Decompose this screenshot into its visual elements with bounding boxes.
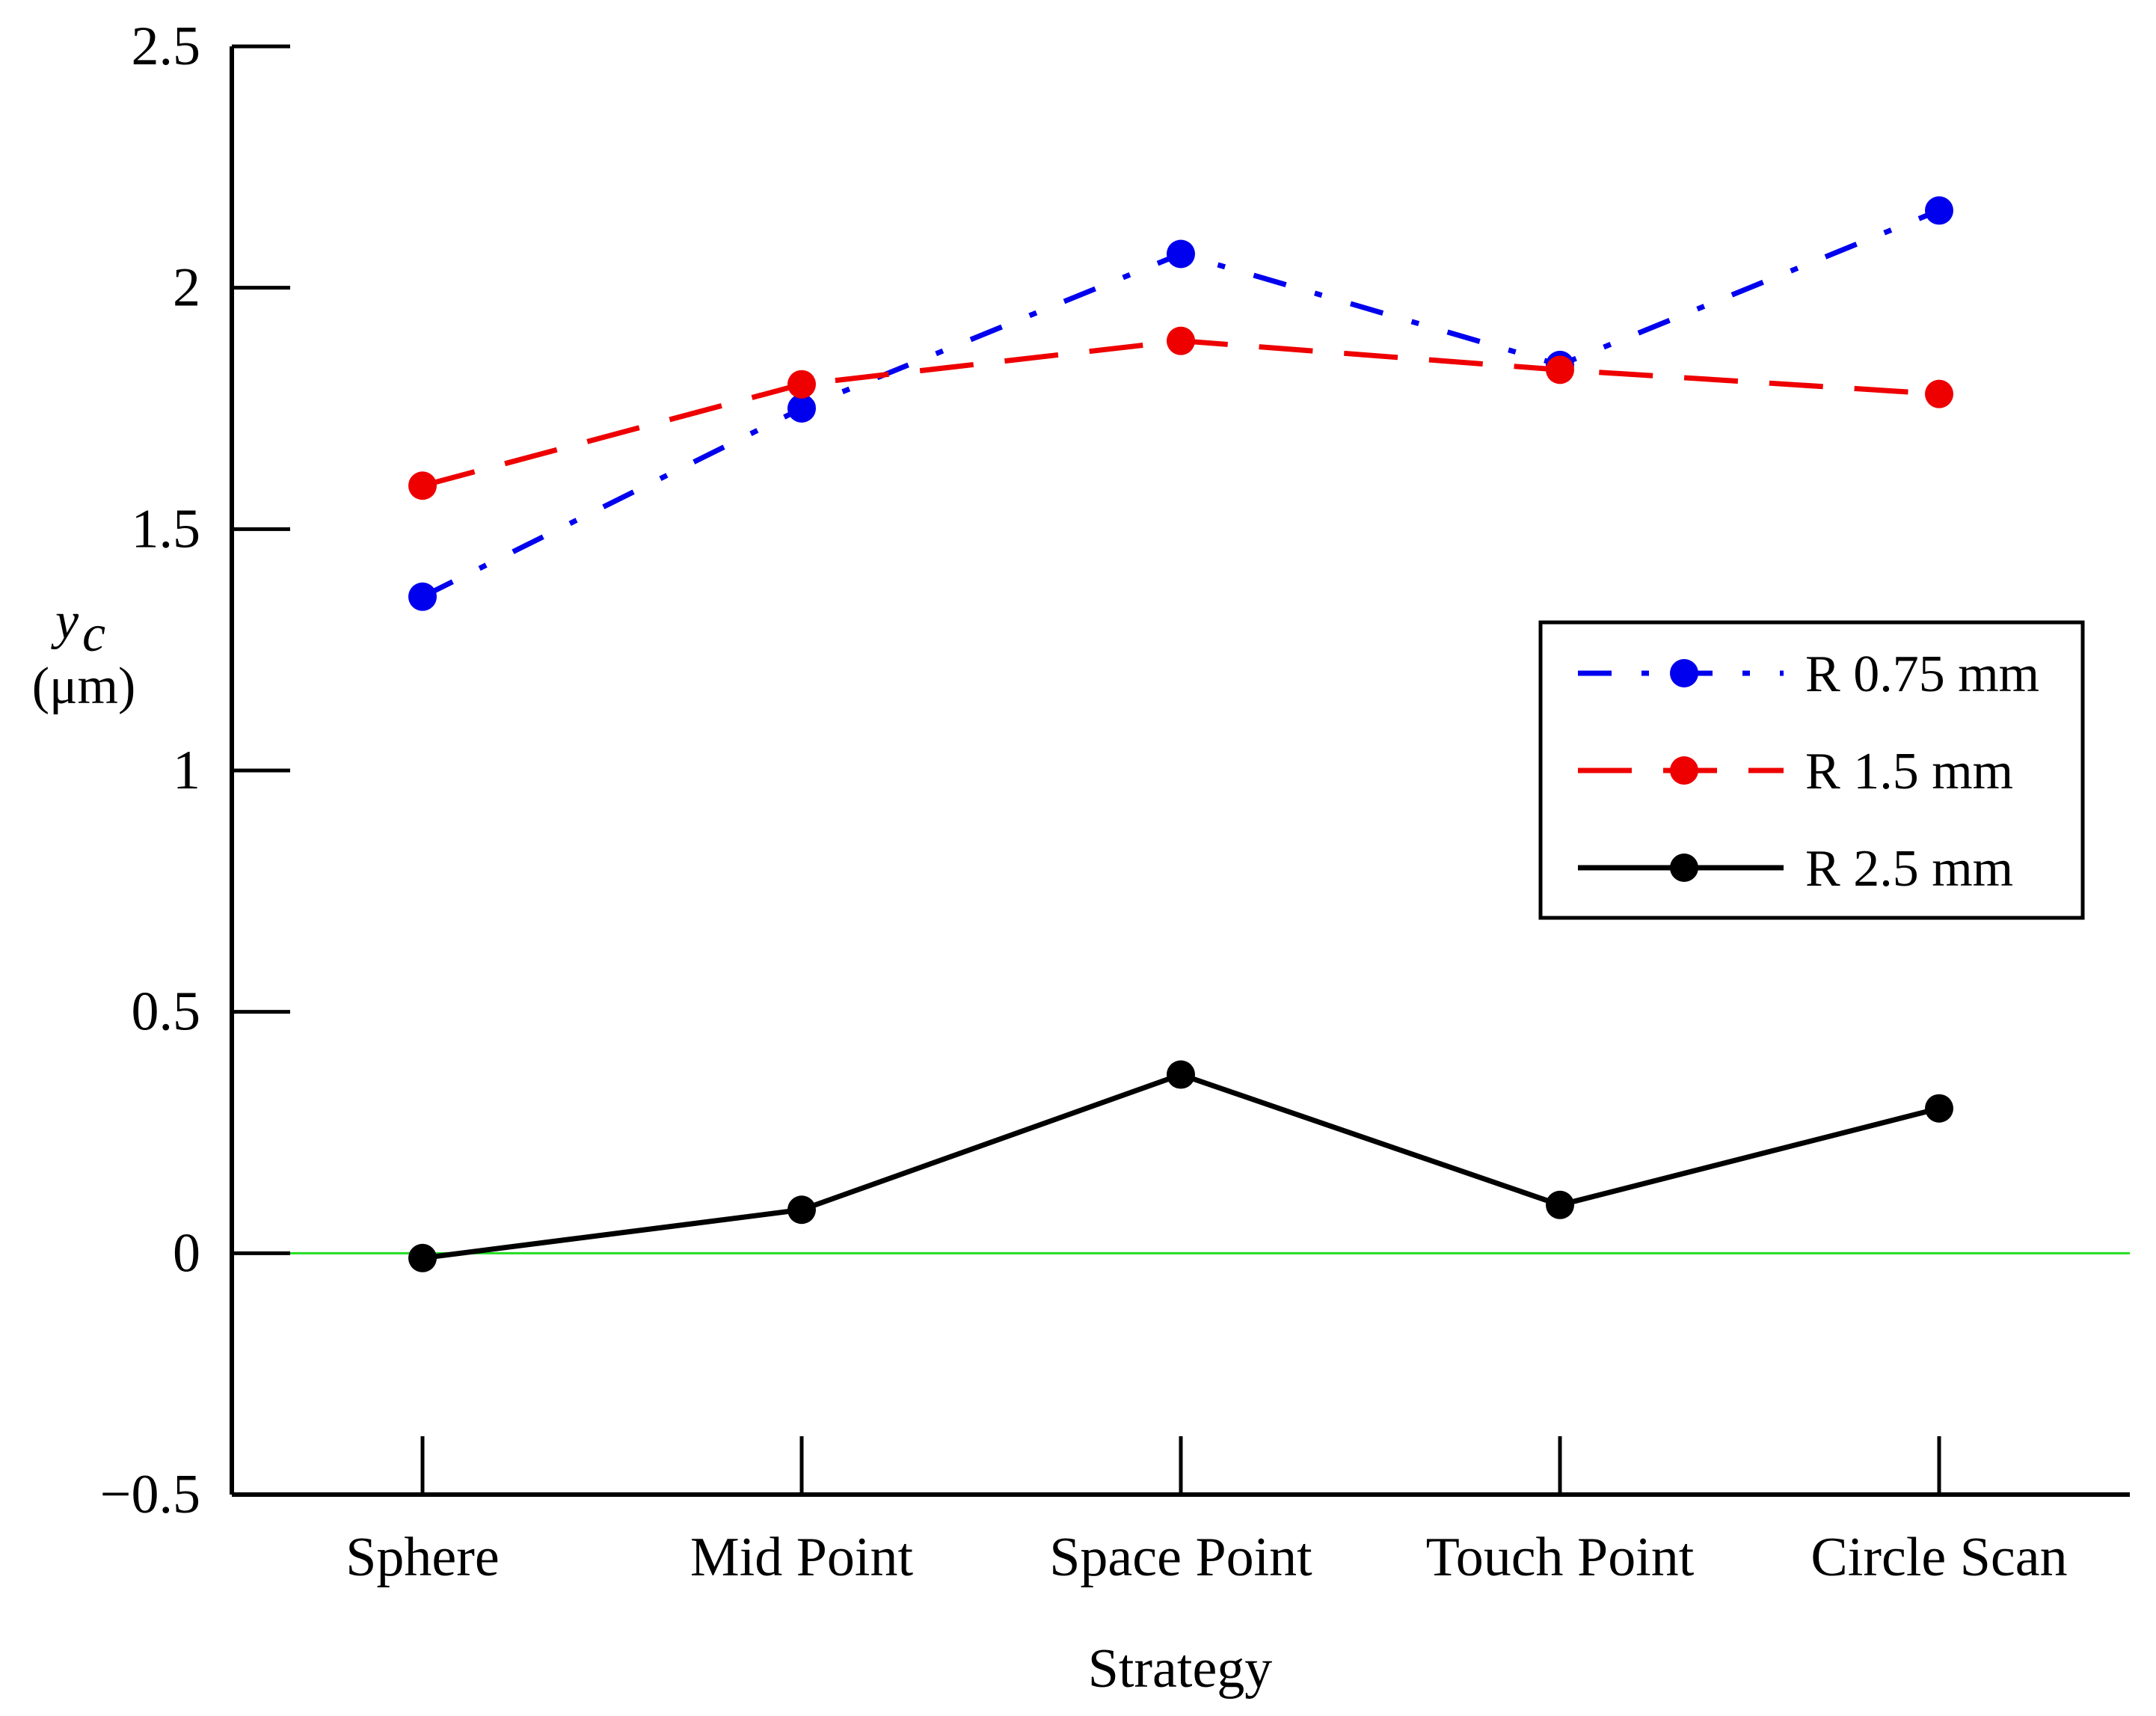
x-tick-label: Touch Point — [1426, 1527, 1695, 1588]
y-axis-symbol: y — [51, 592, 79, 650]
series-0 — [408, 196, 1953, 611]
data-point — [408, 471, 437, 500]
legend: R 0.75 mm R 1.5 mm R 2.5 mm — [1538, 620, 2085, 920]
data-point — [1167, 326, 1195, 355]
y-tick-label: 1 — [173, 740, 200, 801]
legend-item: R 0.75 mm — [1578, 646, 2039, 703]
data-point — [787, 370, 816, 399]
data-point — [1167, 1060, 1195, 1089]
x-tick-label: Space Point — [1049, 1527, 1312, 1588]
data-point — [787, 394, 816, 423]
data-point — [1925, 379, 1953, 408]
legend-item: R 2.5 mm — [1578, 840, 2013, 898]
series-line — [422, 338, 1940, 488]
y-axis-subscript: c — [82, 605, 105, 663]
x-tick-label: Mid Point — [690, 1527, 914, 1588]
data-point — [1546, 355, 1574, 384]
data-point — [787, 1195, 816, 1225]
y-tick-label: 2.5 — [132, 16, 201, 77]
y-tick-label: 1.5 — [132, 498, 201, 560]
y-tick-label: 0 — [173, 1222, 200, 1284]
data-point — [408, 582, 437, 611]
x-tick-label: Sphere — [345, 1527, 500, 1588]
x-axis-title: Strategy — [1088, 1638, 1273, 1700]
series-line — [422, 1071, 1940, 1261]
data-point — [1546, 1190, 1574, 1219]
x-tick-label: Circle Scan — [1811, 1527, 2067, 1588]
legend-item: R 1.5 mm — [1578, 743, 2013, 800]
series-line — [421, 208, 1941, 599]
legend-marker — [1670, 854, 1698, 882]
data-point — [1925, 196, 1953, 225]
y-tick-label: 0.5 — [132, 981, 201, 1043]
data-point — [1925, 1094, 1953, 1123]
legend-marker — [1670, 756, 1698, 785]
legend-label: R 0.75 mm — [1805, 646, 2039, 703]
y-tick-label: 2 — [173, 257, 200, 319]
series-1 — [408, 326, 1953, 500]
y-tick-label: −0.5 — [100, 1464, 200, 1525]
legend-marker — [1670, 659, 1698, 687]
y-axis-unit: (μm) — [32, 658, 136, 715]
y-axis-title: y c (μm) — [32, 592, 136, 715]
data-point — [1167, 239, 1195, 269]
series-2 — [408, 1060, 1953, 1272]
legend-label: R 2.5 mm — [1805, 840, 2013, 898]
legend-label: R 1.5 mm — [1805, 743, 2013, 800]
data-point — [408, 1243, 437, 1272]
